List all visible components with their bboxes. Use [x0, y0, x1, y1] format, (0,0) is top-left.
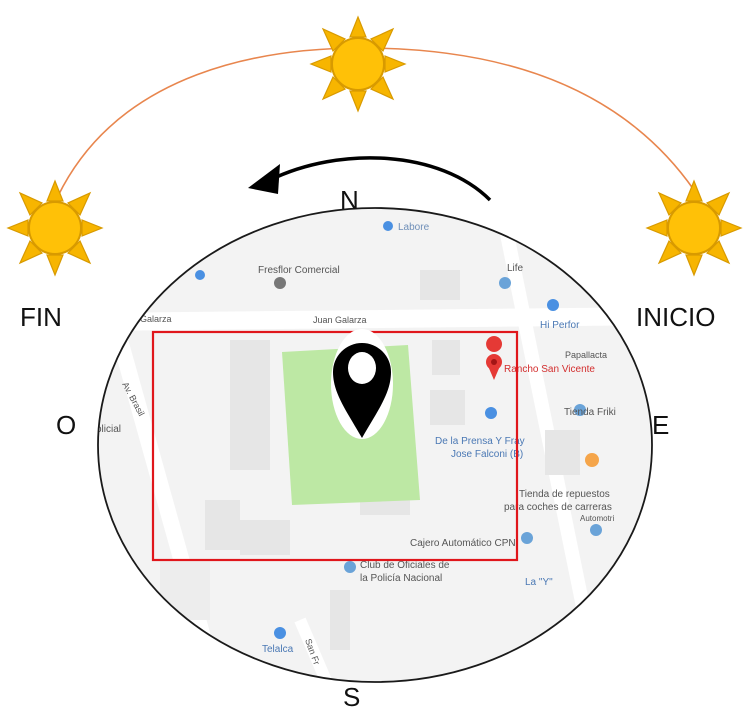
- map-area: Labore Fresflor Comercial Life Galarza J…: [96, 208, 652, 682]
- poi-icon: [195, 221, 602, 639]
- sun-start-label: INICIO: [636, 302, 716, 332]
- map-label-papallacta: Papallacta: [565, 350, 607, 360]
- location-pin-icon: [331, 329, 393, 439]
- red-pin-icon: [486, 336, 503, 380]
- sun-icon: [646, 180, 742, 276]
- map-label-juan-galarza: Juan Galarza: [313, 315, 367, 325]
- map-label-galarza: Galarza: [140, 314, 172, 324]
- sun-icon: [7, 180, 103, 276]
- map-label-club-2: la Policía Nacional: [360, 573, 442, 584]
- map-label-laborer: Labore: [398, 222, 430, 233]
- compass-north-label: N: [340, 185, 359, 215]
- map-label-fresflor: Fresflor Comercial: [258, 265, 340, 276]
- map-label-cajero: Cajero Automático CPN: [410, 538, 516, 549]
- site-ellipse: [97, 207, 653, 683]
- map-label-la-y: La "Y": [525, 577, 553, 588]
- map-label-telalca: Telalca: [262, 644, 294, 655]
- map-label-prensa-1: De la Prensa Y Fray: [435, 436, 525, 447]
- map-label-club-1: Club de Oficiales de: [360, 560, 450, 571]
- map-label-rancho: Rancho San Vicente: [504, 364, 595, 375]
- sun-icon: [310, 16, 406, 112]
- compass-south-label: S: [343, 682, 361, 712]
- sun-end-label: FIN: [20, 302, 62, 332]
- map-label-automotri: Automotri: [580, 514, 614, 523]
- rotation-arrow-icon: [248, 156, 492, 202]
- map-label-hi-perfor: Hi Perfor: [540, 320, 580, 331]
- compass-east-label: E: [652, 410, 670, 440]
- compass-west-label: O: [56, 410, 77, 440]
- map-label-tienda-friki: Tienda Friki: [564, 407, 616, 418]
- map-label-policial: olicial: [96, 424, 121, 435]
- map-label-life: Life: [507, 263, 524, 274]
- map-label-prensa-2: Jose Falconi (B): [451, 449, 523, 460]
- map-label-repuestos-2: para coches de carreras: [504, 502, 612, 513]
- map-label-repuestos-1: Tienda de repuestos: [519, 489, 610, 500]
- site-boundary-rect: [151, 330, 519, 562]
